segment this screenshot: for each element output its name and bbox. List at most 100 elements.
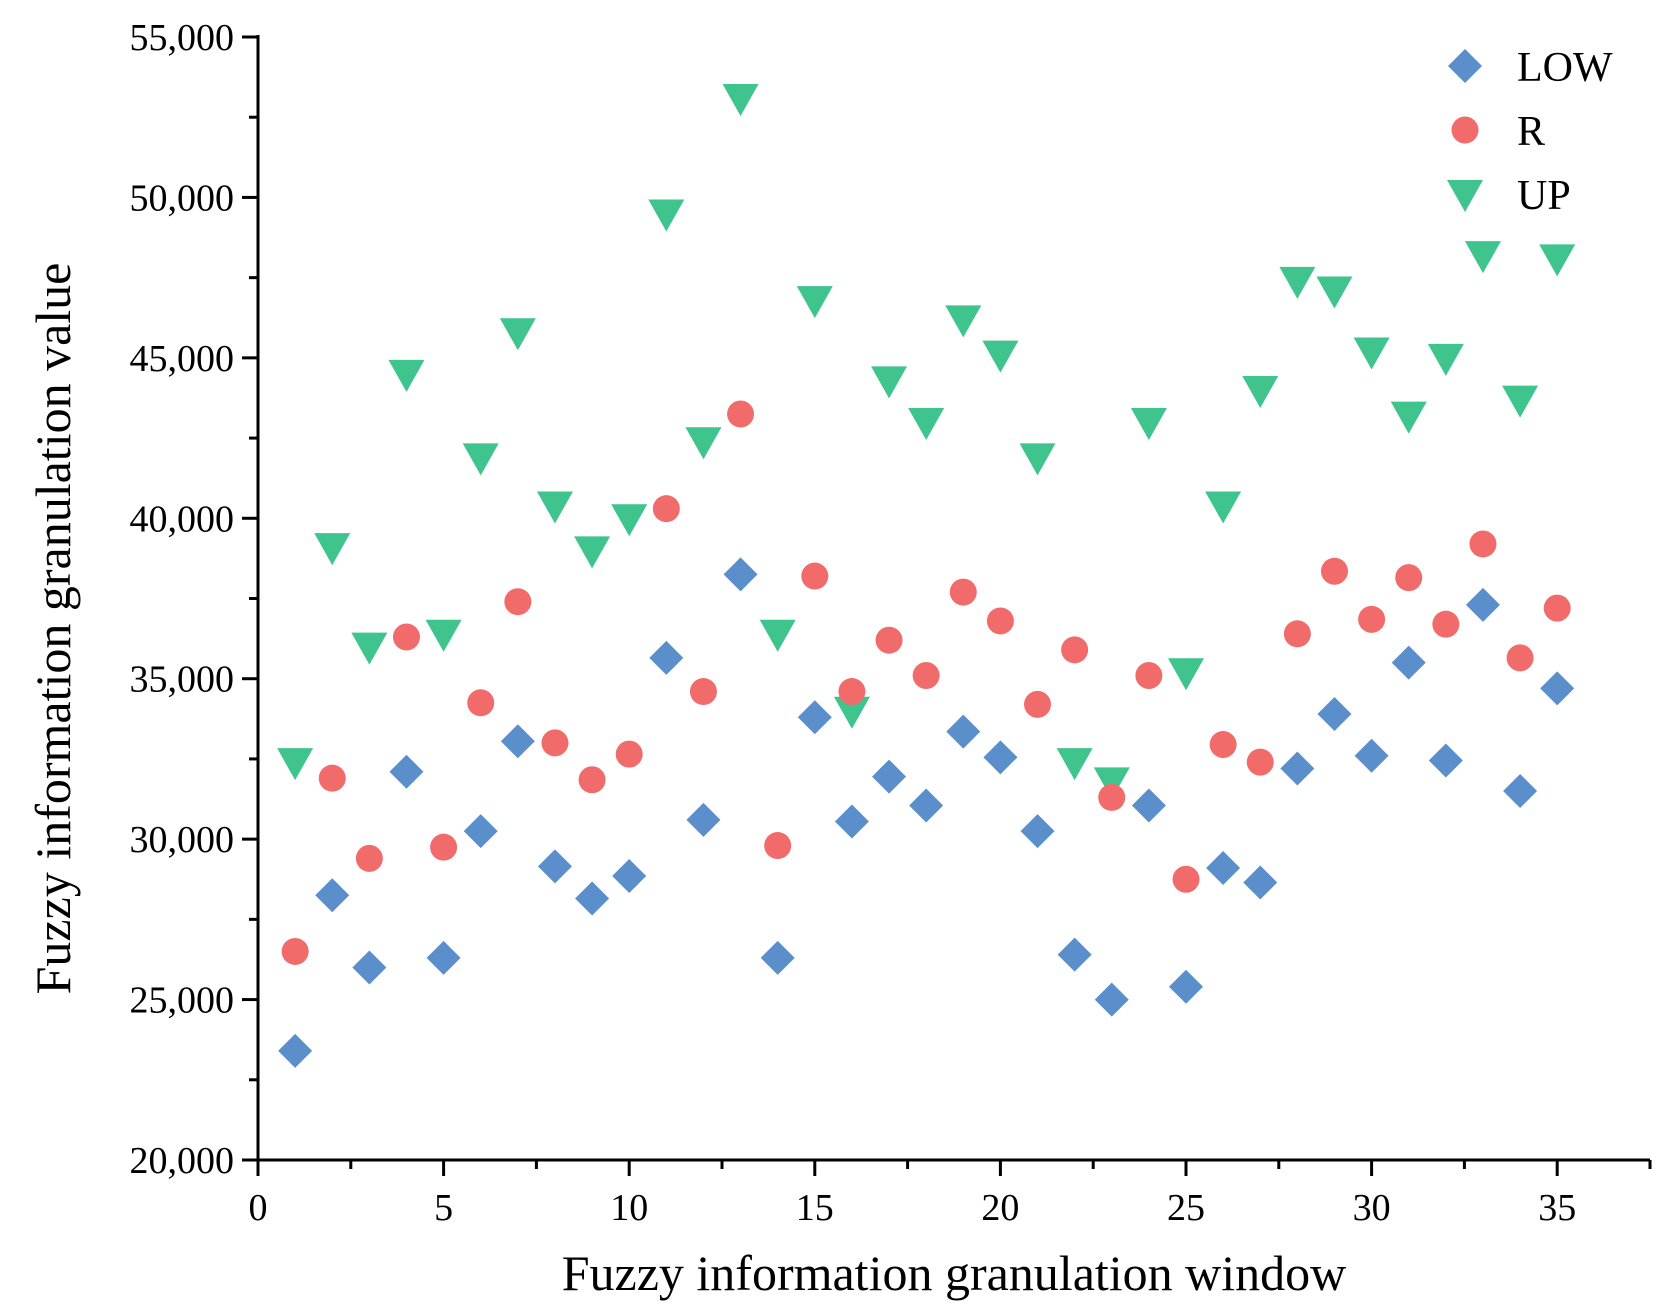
r-point [318,764,346,792]
up-point [1242,375,1279,408]
legend-label-low: LOW [1517,45,1613,91]
up-point [722,83,759,116]
low-point [686,802,721,837]
up-point [1130,408,1167,441]
up-point [1316,276,1353,309]
low-point [723,557,758,592]
tick-labels: 0 5 10 15 20 25 30 35 20,000 25,000 30,000 35,000 40… [130,17,1577,1229]
up-point [1427,343,1464,376]
up-point [462,443,499,476]
r-point [467,689,495,717]
series-up [277,83,1576,800]
up-point [871,366,908,399]
r-point [1320,557,1348,585]
up-point [611,504,648,537]
data-points [277,83,1576,1068]
x-tick-label: 20 [981,1187,1019,1229]
up-point [277,748,314,781]
up-point [574,536,611,569]
r-point [875,626,903,654]
up-point [1353,337,1390,370]
low-point [1391,645,1426,680]
up-point [908,408,945,441]
r-point [578,766,606,794]
up-point [1019,443,1056,476]
x-tick-label: 5 [434,1187,453,1229]
up-point [796,286,833,319]
up-point [314,533,351,566]
r-point [727,400,755,428]
low-point [352,950,387,985]
up-point [648,199,685,232]
y-axis-title: Fuzzy information granulation value [25,263,81,995]
r-point [1246,748,1274,776]
y-tick-label: 25,000 [130,980,235,1022]
r-point [1543,594,1571,622]
r-point [689,678,717,706]
legend-label-r: R [1517,109,1545,155]
low-point [1280,751,1315,786]
up-point [425,619,462,652]
r-point [1135,662,1163,690]
low-point [1540,671,1575,706]
up-point [1539,244,1576,277]
low-point [389,754,424,789]
r-point [652,495,680,523]
low-point [463,814,498,849]
x-tick-label: 0 [249,1187,268,1229]
up-point [1502,385,1539,418]
up-point [982,340,1019,373]
up-point [945,305,982,338]
r-point [1395,564,1423,592]
low-point [612,859,647,894]
r-point [949,578,977,606]
r-point [392,623,420,651]
low-point [1428,743,1463,778]
y-tick-label: 35,000 [130,659,235,701]
series-r [281,400,1571,965]
r-point [801,562,829,590]
low-point [1503,774,1538,809]
y-tick-label: 40,000 [130,498,235,540]
low-point [1057,937,1092,972]
low-point [797,700,832,735]
legend-marker-up [1447,180,1483,212]
r-point [281,937,309,965]
up-point [351,632,388,665]
x-tick-label: 10 [610,1187,648,1229]
up-point [1168,658,1204,691]
low-point [1020,814,1055,849]
x-tick-label: 15 [796,1187,834,1229]
up-point [1279,266,1316,299]
x-axis-title: Fuzzy information granulation window [562,1245,1347,1301]
r-point [1209,730,1237,758]
r-point [986,607,1014,635]
r-point [615,740,643,768]
up-point [685,427,722,460]
up-point [536,491,573,524]
r-point [1358,605,1386,633]
x-tick-label: 30 [1353,1187,1391,1229]
low-point [1354,738,1389,773]
low-point [500,724,535,759]
r-point [355,844,383,872]
legend-label-up: UP [1517,173,1571,219]
up-point [1093,767,1130,800]
r-point [1061,636,1089,664]
low-point [872,759,907,794]
r-point [1432,610,1460,638]
r-point [838,678,866,706]
low-point [1131,788,1166,823]
low-point [575,881,610,916]
low-point [426,940,461,975]
r-point [1506,644,1534,672]
low-point [834,804,869,839]
low-point [649,640,684,675]
tick-marks [242,35,1652,1176]
legend: LOW R UP [1447,45,1613,219]
low-point [983,740,1018,775]
up-point [1464,241,1501,274]
low-point [946,714,981,749]
r-point [1172,865,1200,893]
r-point [912,662,940,690]
